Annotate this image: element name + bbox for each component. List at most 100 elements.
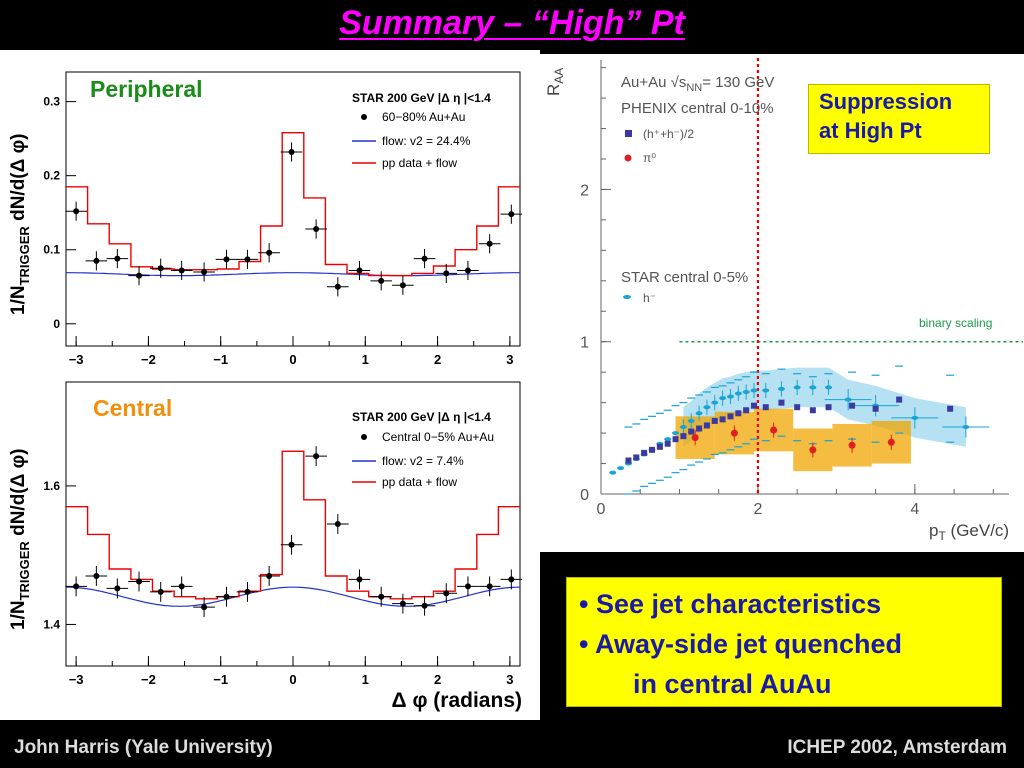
data-point <box>266 249 273 256</box>
x-tick-label: 3 <box>506 352 513 367</box>
legend-hminus-marker <box>623 295 631 299</box>
data-point <box>114 585 121 592</box>
data-point <box>508 576 515 583</box>
data-point <box>201 268 208 275</box>
y-tick-label: 0.3 <box>43 95 60 109</box>
hminus-point <box>962 424 970 429</box>
hminus-point <box>793 385 801 390</box>
x-tick-label: 0 <box>289 352 296 367</box>
data-point <box>288 541 295 548</box>
data-point <box>356 576 363 583</box>
hminus-point <box>719 396 727 401</box>
data-point <box>157 265 164 272</box>
hminus-point <box>911 415 919 420</box>
charged-point <box>735 410 742 417</box>
x-tick-label: −2 <box>141 352 156 367</box>
central-legend-flow: flow: v2 = 7.4% <box>382 454 464 468</box>
footer-author: John Harris (Yale University) <box>14 737 273 758</box>
charged-point <box>680 433 687 440</box>
hminus-point <box>844 397 852 402</box>
hminus-point <box>672 431 680 436</box>
central-ylabel: 1/NTRIGGER dN/d(Δ φ) <box>8 449 32 630</box>
charged-point <box>794 404 801 411</box>
hminus-point <box>617 466 625 471</box>
hminus-point <box>695 411 703 416</box>
peripheral-legend-flow: flow: v2 = 24.4% <box>382 134 471 148</box>
raa-x-tick-label: 0 <box>597 501 606 518</box>
legend-data-marker <box>361 434 367 440</box>
charged-point <box>672 436 679 443</box>
raa-legend-charged: (h⁺+h⁻)/2 <box>643 127 694 141</box>
bullet-away-side-quenched: • Away-side jet quenched <box>579 629 903 659</box>
data-point <box>421 602 428 609</box>
pi0-point <box>809 446 817 454</box>
charged-point <box>633 454 640 461</box>
central-panel: Central STAR 200 GeV |Δ η |<1.4 Central … <box>0 372 540 720</box>
pp-flow-histogram <box>66 450 520 600</box>
raa-binary-label: binary scaling <box>919 316 992 330</box>
suppression-line1: Suppression <box>819 89 953 114</box>
data-point <box>114 255 121 262</box>
central-label: Central <box>93 395 172 421</box>
hminus-point <box>679 424 687 429</box>
raa-plot: 2 1 00 2 4 RAA pT (GeV/c) Au+Au √sNN= 130 Ge… <box>544 58 1023 543</box>
data-point <box>334 521 341 527</box>
summary-bullets: • See jet characteristics • Away-side je… <box>566 577 1002 707</box>
data-point <box>399 282 406 289</box>
data-point <box>486 240 493 247</box>
charged-point <box>711 417 718 424</box>
hminus-point <box>664 437 672 442</box>
charged-point <box>641 449 648 456</box>
x-tick-label: −1 <box>213 352 228 367</box>
central-xlabel: Δ φ (radians) <box>392 689 522 712</box>
x-tick-label: 2 <box>434 672 441 687</box>
x-tick-label: 3 <box>506 672 513 687</box>
hminus-point <box>777 386 785 391</box>
bullet-jet-characteristics: • See jet characteristics <box>579 589 882 619</box>
y-tick-label: 1.4 <box>43 617 60 631</box>
charged-point <box>825 404 832 411</box>
hminus-point <box>825 385 833 390</box>
charged-point <box>719 416 726 423</box>
data-point <box>266 572 273 579</box>
raa-marks: 2 1 00 2 4 <box>580 58 1023 518</box>
data-point <box>288 148 295 155</box>
raa-legend-star: STAR central 0-5% <box>621 269 748 286</box>
charged-point <box>703 422 710 429</box>
charged-point <box>625 457 632 464</box>
data-point <box>378 593 385 600</box>
hminus-point <box>609 470 617 475</box>
x-tick-label: −3 <box>69 352 84 367</box>
hminus-point <box>734 391 742 396</box>
svg-text:1/NTRIGGER dN/d(Δ φ): 1/NTRIGGER dN/d(Δ φ) <box>8 134 32 315</box>
legend-data-marker <box>361 114 367 120</box>
suppression-callout: Suppression at High Pt <box>808 84 990 154</box>
data-point <box>443 270 450 277</box>
charged-point <box>778 399 785 406</box>
data-point <box>201 604 208 611</box>
hminus-point <box>762 388 770 393</box>
legend-charged-marker <box>625 130 632 137</box>
raa-legend-pi0: π⁰ <box>643 151 656 165</box>
data-point <box>313 225 320 232</box>
data-point <box>244 256 251 263</box>
x-tick-label: 1 <box>362 672 369 687</box>
x-tick-label: 2 <box>434 352 441 367</box>
raa-legend-collision: Au+Au √sNN= 130 GeV <box>621 74 774 94</box>
central-plot: Central STAR 200 GeV |Δ η |<1.4 Central … <box>8 381 523 712</box>
footer-conference: ICHEP 2002, Amsterdam <box>787 737 1007 758</box>
legend-pi0-marker <box>624 154 632 162</box>
data-point <box>378 277 385 284</box>
x-tick-label: −2 <box>141 672 156 687</box>
data-point <box>178 583 185 590</box>
raa-x-tick-label: 2 <box>753 501 762 518</box>
peripheral-ylabel: 1/NTRIGGER dN/d(Δ φ) <box>8 134 32 315</box>
suppression-line2: at High Pt <box>819 118 922 143</box>
svg-text:RAA: RAA <box>544 68 566 96</box>
data-point <box>136 578 143 585</box>
data-point <box>334 283 341 290</box>
peripheral-panel: Peripheral STAR 200 GeV |Δ η |<1.4 60−80… <box>0 50 540 372</box>
raa-y-tick-label: 0 <box>580 487 589 504</box>
data-point <box>244 588 251 595</box>
hminus-point <box>726 394 734 399</box>
